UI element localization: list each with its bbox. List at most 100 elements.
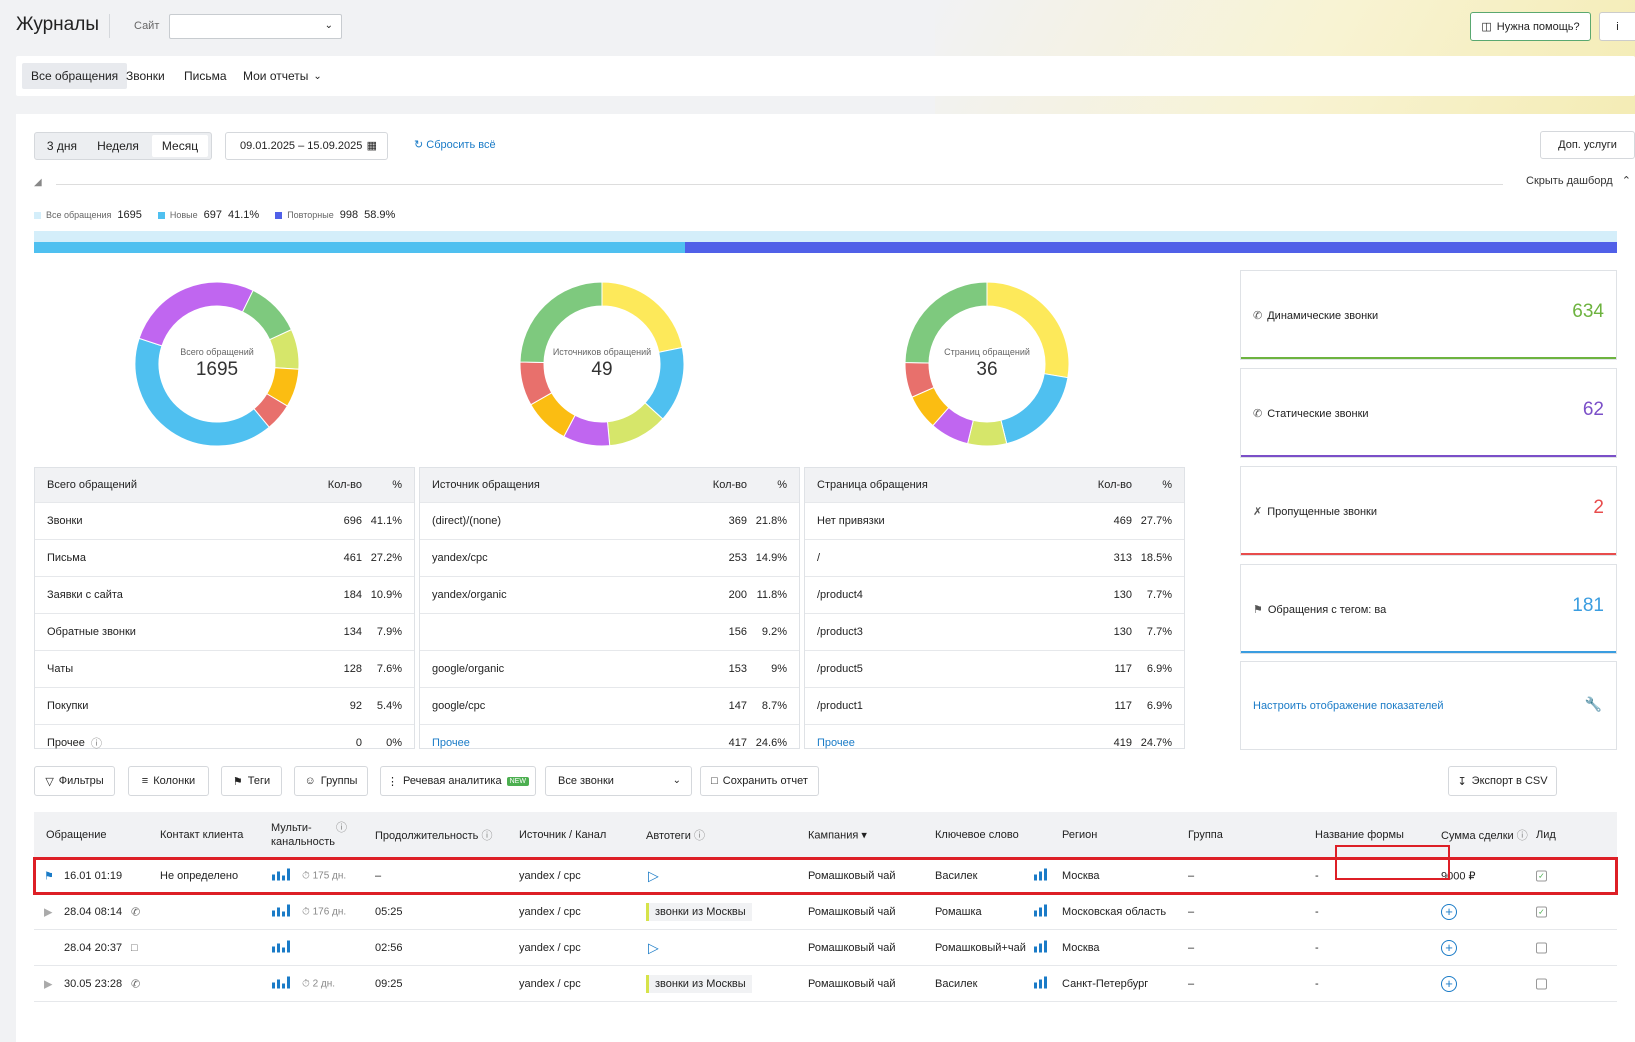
donut-slice[interactable] — [134, 337, 270, 447]
help-button[interactable]: ◫ Нужна помощь? — [1470, 12, 1591, 41]
donut-slice[interactable] — [138, 281, 254, 347]
col-contact[interactable]: Контакт клиента — [160, 829, 244, 841]
donut-slice[interactable] — [904, 281, 988, 364]
filters-button[interactable]: ▽ Фильтры — [34, 766, 115, 796]
info-button[interactable]: i — [1599, 12, 1635, 41]
table-row[interactable]: ⚑ 16.01 01:19 Не определено ⏱ 175 дн. – yande… — [33, 857, 1618, 895]
table-cell-label: Письма — [47, 552, 86, 564]
table-cell-count: 130 — [1113, 626, 1132, 638]
col-form-name[interactable]: Название формы — [1315, 829, 1404, 841]
columns-button[interactable]: ≡ Колонки — [128, 766, 209, 796]
table-row[interactable]: 28.04 20:37 □ 02:56 yandex / cpc ▷ Ромашковый… — [34, 930, 1617, 966]
table-cell-label[interactable]: Прочее — [817, 737, 855, 749]
wrench-icon[interactable]: 🔧 — [1584, 696, 1602, 712]
date-range-picker[interactable]: 09.01.2025 – 15.09.2025 ▦ — [225, 132, 388, 160]
table-cell-percent: 10.9% — [370, 589, 402, 601]
site-select[interactable]: ⌄ — [169, 14, 342, 39]
table-cell-percent: 8.7% — [761, 700, 787, 712]
hide-dashboard-button[interactable]: Скрыть дашборд ⌃ — [1526, 174, 1631, 187]
groups-button[interactable]: ☺ Группы — [294, 766, 368, 796]
legend-label: Все обращения — [46, 210, 112, 220]
table-cell-percent: 27.7% — [1140, 515, 1172, 527]
card-dynamic-calls[interactable]: ✆ Динамические звонки 634 — [1240, 270, 1617, 360]
card-tagged-requests[interactable]: ⚑ Обращения с тегом: ва 181 — [1240, 564, 1617, 654]
multichannel-days: ⏱ 175 дн. — [302, 870, 347, 881]
autotag-badge[interactable]: звонки из Москвы — [646, 974, 752, 993]
table-row: (direct)/(none) 369 21.8% — [420, 502, 799, 539]
col-request[interactable]: Обращение — [46, 829, 107, 841]
tab-letters[interactable]: Письма — [175, 63, 236, 89]
add-deal-icon[interactable]: + — [1441, 903, 1457, 920]
tab-my-reports[interactable]: Мои отчеты ⌄ — [234, 63, 331, 89]
card-value: 62 — [1582, 399, 1604, 420]
form-name: - — [1315, 869, 1319, 882]
lead-checkbox[interactable] — [1536, 978, 1547, 989]
play-icon[interactable]: ▶ — [44, 978, 53, 990]
table-cell-count: 469 — [1113, 515, 1132, 527]
help-icon: ⓘ — [1516, 830, 1528, 842]
col-deal-sum[interactable]: Сумма сделки ⓘ — [1441, 827, 1528, 843]
save-report-button[interactable]: □ Сохранить отчет — [700, 766, 819, 796]
table-row: Письма 461 27.2% — [35, 539, 414, 576]
legend-value: 1695 — [117, 209, 142, 221]
table-cell-label: /product5 — [817, 663, 863, 675]
col-group[interactable]: Группа — [1188, 829, 1223, 841]
donut-slice[interactable] — [519, 281, 603, 364]
form-name: - — [1315, 977, 1319, 990]
card-missed-calls[interactable]: ✗ Пропущенные звонки 2 — [1240, 466, 1617, 556]
campaign: Ромашковый чай — [808, 941, 896, 954]
play-icon[interactable]: ▶ — [44, 906, 53, 918]
donut-total-requests — [134, 281, 300, 447]
period-3-days[interactable]: 3 дня — [46, 139, 78, 153]
keyword: Ромашковый+чай — [935, 941, 1026, 954]
col-autotags[interactable]: Автотеги ⓘ — [646, 827, 705, 843]
help-icon: ⓘ — [481, 830, 493, 842]
lead-checkbox[interactable] — [1536, 942, 1547, 953]
table-cell-label[interactable]: Прочее — [432, 737, 470, 749]
tags-button[interactable]: ⚑ Теги — [221, 766, 282, 796]
help-icon[interactable]: ⓘ — [336, 822, 347, 834]
lead-checkbox[interactable]: ✓ — [1536, 870, 1547, 881]
tag-outline-icon[interactable]: ▷ — [648, 867, 659, 883]
donut-slice[interactable] — [1000, 373, 1069, 445]
tab-all-requests[interactable]: Все обращения — [22, 63, 128, 89]
donut-slice[interactable] — [601, 281, 683, 353]
table-cell-percent: 6.9% — [1146, 663, 1172, 675]
tag-outline-icon[interactable]: ▷ — [648, 939, 659, 955]
extra-services-button[interactable]: Доп. услуги — [1540, 131, 1635, 159]
donut-slice[interactable] — [253, 393, 289, 428]
donut-slice[interactable] — [966, 419, 1008, 447]
region: Московская область — [1062, 905, 1167, 918]
col-lead[interactable]: Лид — [1536, 829, 1556, 841]
configure-metrics-link[interactable]: Настроить отображение показателей — [1253, 700, 1444, 712]
all-calls-select[interactable]: Все звонки ⌄ — [545, 766, 692, 796]
col-source[interactable]: Источник / Канал — [519, 829, 607, 841]
speech-analytics-button[interactable]: ⋮ Речевая аналитика NEW — [380, 766, 536, 796]
period-month[interactable]: Месяц — [152, 135, 208, 157]
tab-calls[interactable]: Звонки — [117, 63, 174, 89]
add-deal-icon[interactable]: + — [1441, 975, 1457, 992]
col-region[interactable]: Регион — [1062, 829, 1098, 841]
col-keyword[interactable]: Ключевое слово — [935, 829, 1019, 841]
col-multichannel[interactable]: Мульти-канальность — [271, 821, 335, 849]
help-icon[interactable]: ⓘ — [91, 738, 102, 750]
col-campaign[interactable]: Кампания ▾ — [808, 829, 867, 842]
lead-checkbox[interactable]: ✓ — [1536, 906, 1547, 917]
table-cell-percent: 24.7% — [1140, 737, 1172, 749]
multichannel-days: ⏱ 176 дн. — [302, 906, 347, 917]
donut-slice[interactable] — [241, 289, 293, 341]
donut-pages — [904, 281, 1070, 447]
table-row[interactable]: ▶ 30.05 23:28 ✆ ⏱ 2 дн. 09:25 yandex / cpc зво… — [34, 966, 1617, 1002]
table-row[interactable]: ▶ 28.04 08:14 ✆ ⏱ 176 дн. 05:25 yandex / cpc з… — [34, 894, 1617, 930]
col-duration[interactable]: Продолжительность ⓘ — [375, 827, 492, 843]
add-deal-icon[interactable]: + — [1441, 939, 1457, 956]
period-week[interactable]: Неделя — [97, 139, 139, 153]
region: Санкт-Петербург — [1062, 977, 1149, 990]
message-icon: ⚑ — [44, 870, 54, 882]
card-static-calls[interactable]: ✆ Статические звонки 62 — [1240, 368, 1617, 458]
keyword: Василек — [935, 869, 978, 882]
export-csv-button[interactable]: ↧ Экспорт в CSV — [1448, 766, 1557, 796]
client-contact[interactable]: Не определено — [160, 869, 239, 882]
reset-all-button[interactable]: ↻ Сбросить всё — [414, 138, 496, 151]
autotag-badge[interactable]: звонки из Москвы — [646, 902, 752, 921]
